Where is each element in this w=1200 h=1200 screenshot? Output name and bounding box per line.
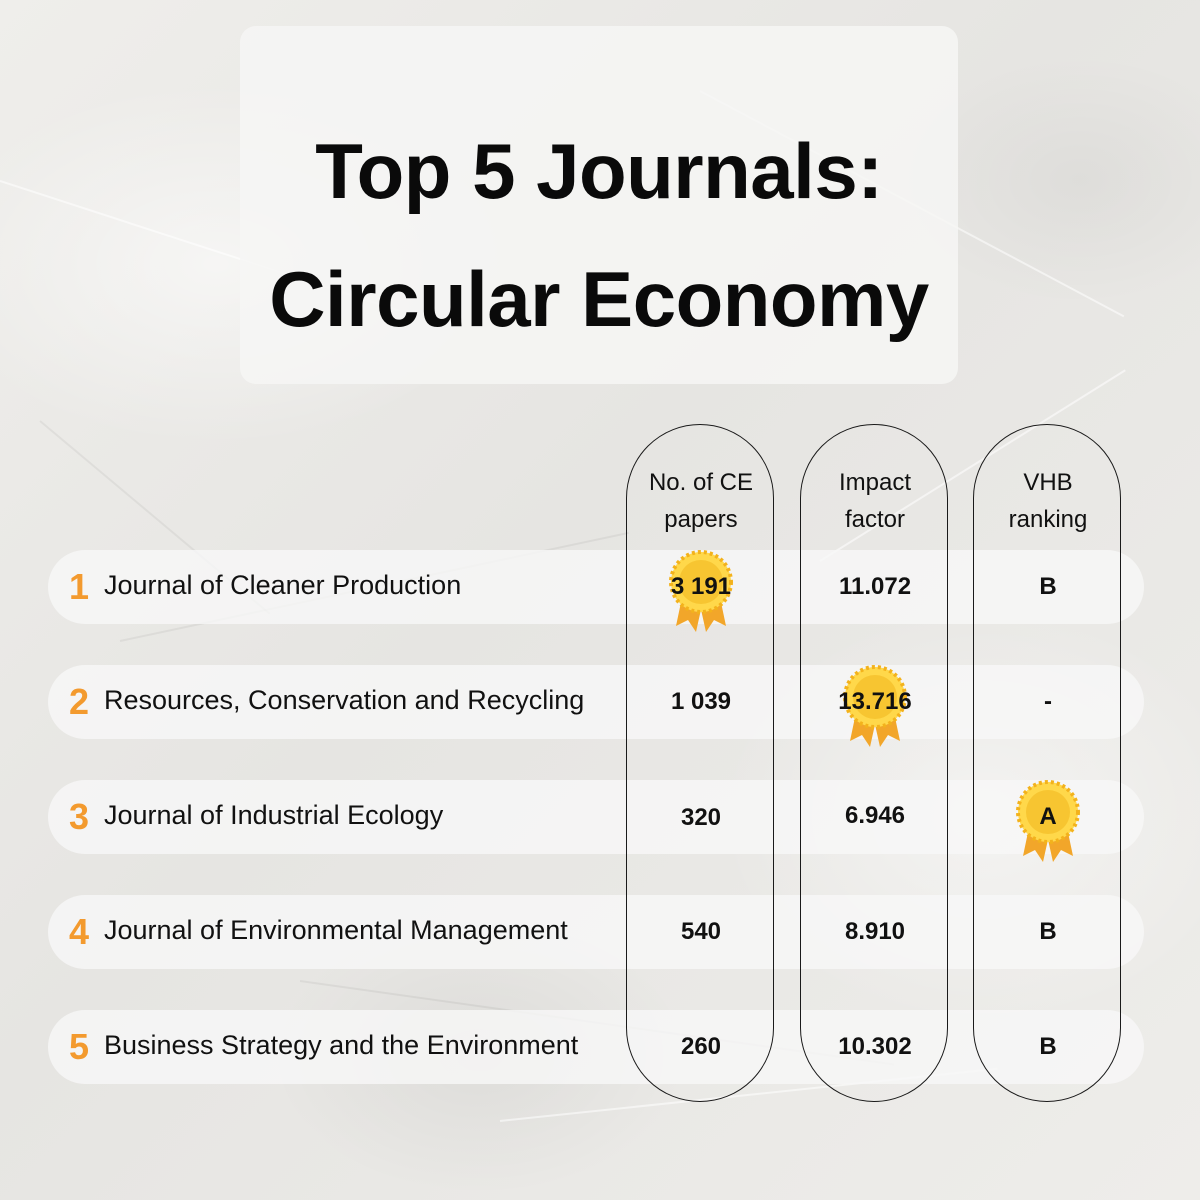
impact-factor: 10.302 (838, 1033, 912, 1060)
rank-number: 2 (68, 681, 90, 722)
rank-number: 1 (68, 566, 90, 607)
column-header-impact: Impact factor (800, 464, 950, 538)
vhb-ranking: B (1039, 1033, 1057, 1060)
column-outline-impact (800, 424, 948, 1102)
column-header-vhb: VHB ranking (973, 464, 1123, 538)
journal-name: Journal of Industrial Ecology (104, 800, 444, 830)
papers-count: 260 (680, 1033, 722, 1060)
row-band (48, 550, 1144, 624)
papers-count: 540 (680, 918, 722, 945)
column-header-impact-line-2: factor (844, 506, 906, 533)
medal-icon (669, 550, 733, 632)
journal-name: Resources, Conservation and Recycling (104, 685, 585, 715)
row-band (48, 1010, 1144, 1084)
vhb-ranking: B (1039, 918, 1057, 945)
column-outline-papers (626, 424, 774, 1102)
impact-factor: 8.910 (844, 918, 906, 945)
column-header-impact-line-1: Impact (838, 469, 912, 496)
row-band (48, 665, 1144, 739)
journal-name: Journal of Environmental Management (104, 915, 568, 945)
title-box: Top 5 Journals: Circular Economy (240, 26, 958, 384)
journal-name: Journal of Cleaner Production (104, 570, 462, 600)
medal-icon (843, 665, 907, 747)
column-header-vhb-line-2: ranking (1008, 506, 1088, 533)
impact-factor: 6.946 (844, 802, 906, 829)
column-outline-vhb (973, 424, 1121, 1102)
rank-number: 4 (68, 911, 90, 952)
impact-factor: 11.072 (838, 573, 912, 600)
vhb-ranking: - (1044, 688, 1052, 715)
vhb-ranking: B (1039, 573, 1057, 600)
column-header-papers: No. of CE papers (626, 464, 776, 538)
row-band (48, 780, 1144, 854)
page-title-line-2: Circular Economy (269, 255, 929, 343)
vhb-ranking: A (1039, 803, 1057, 830)
papers-count: 3 191 (670, 573, 732, 600)
rank-number: 5 (68, 1026, 90, 1067)
rank-number: 3 (68, 796, 90, 837)
papers-count: 320 (680, 804, 722, 831)
page-title-line-1: Top 5 Journals: (315, 127, 883, 215)
column-header-papers-line-1: No. of CE (648, 469, 754, 496)
column-header-vhb-line-1: VHB (1023, 469, 1073, 496)
medal-icon (1016, 780, 1080, 862)
column-header-papers-line-2: papers (664, 506, 738, 533)
impact-factor: 13.716 (838, 688, 912, 715)
journal-name: Business Strategy and the Environment (104, 1030, 579, 1060)
row-band (48, 895, 1144, 969)
papers-count: 1 039 (670, 688, 732, 715)
